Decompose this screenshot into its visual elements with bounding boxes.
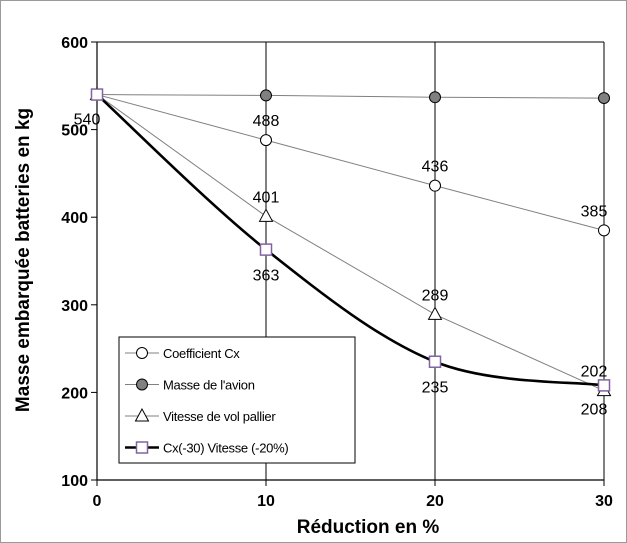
y-tick-label-200: 200 (61, 385, 88, 402)
series-line-2 (96, 94, 605, 392)
marker-0-2 (429, 179, 441, 192)
marker-3-0 (90, 88, 104, 101)
x-axis-title: Réduction en % (297, 517, 440, 538)
legend-marker-2 (134, 407, 150, 422)
y-tick-label-600: 600 (61, 35, 88, 52)
data-label-3-0: 540 (74, 112, 101, 129)
series-line-1 (96, 94, 605, 99)
marker-1-3 (598, 92, 610, 105)
marker-0-1 (260, 134, 272, 147)
legend-box (118, 336, 356, 464)
marker-0-3 (598, 224, 610, 237)
y-tick-label-100: 100 (61, 473, 88, 490)
marker-3-3 (597, 379, 611, 392)
y-axis-title: Masse embarquée batteries en kg (13, 108, 34, 412)
legend-label-0: Coefficient Cx (163, 346, 240, 361)
tick-labels: 100 200 300 400 500 600 0 10 20 30 (61, 35, 613, 510)
x-tick-label-20: 20 (426, 493, 444, 510)
legend-marker-3 (135, 441, 149, 454)
series-line-0 (96, 94, 605, 231)
x-tick-label-10: 10 (257, 493, 275, 510)
data-label-2-1: 401 (253, 189, 280, 206)
x-tick-label-0: 0 (93, 493, 102, 510)
data-label-2-2: 289 (422, 287, 449, 304)
x-tick-label-30: 30 (595, 493, 613, 510)
marker-1-1 (260, 89, 272, 102)
axes (91, 41, 605, 486)
data-markers (89, 86, 612, 397)
legend: Coefficient Cx Masse de l'avion Vitesse de… (118, 336, 356, 464)
data-labels: 488 436 385 401 289 202 540 363 235 208 (74, 112, 608, 419)
legend-label-1: Masse de l'avion (163, 378, 255, 393)
series-lines (96, 93, 605, 392)
legend-marker-0 (136, 347, 148, 359)
y-tick-label-400: 400 (61, 210, 88, 227)
data-label-3-1: 363 (253, 268, 280, 285)
data-label-2-3: 202 (581, 364, 608, 381)
data-label-3-2: 235 (422, 380, 449, 397)
legend-label-3: Cx(-30) Vitesse (-20%) (163, 441, 288, 456)
legend-marker-1 (136, 378, 148, 391)
marker-1-2 (429, 91, 441, 104)
data-label-0-3: 385 (581, 203, 608, 220)
marker-2-2 (427, 306, 443, 320)
data-label-3-3: 208 (581, 401, 608, 418)
data-label-0-2: 436 (422, 159, 449, 176)
series-line-3 (96, 93, 605, 387)
y-tick-label-300: 300 (61, 298, 88, 315)
marker-3-2 (428, 355, 442, 368)
marker-2-1 (258, 208, 274, 222)
legend-label-2: Vitesse de vol pallier (163, 409, 276, 424)
marker-3-1 (259, 243, 273, 256)
data-label-0-1: 488 (253, 113, 280, 130)
y-tick-label-500: 500 (61, 123, 88, 140)
